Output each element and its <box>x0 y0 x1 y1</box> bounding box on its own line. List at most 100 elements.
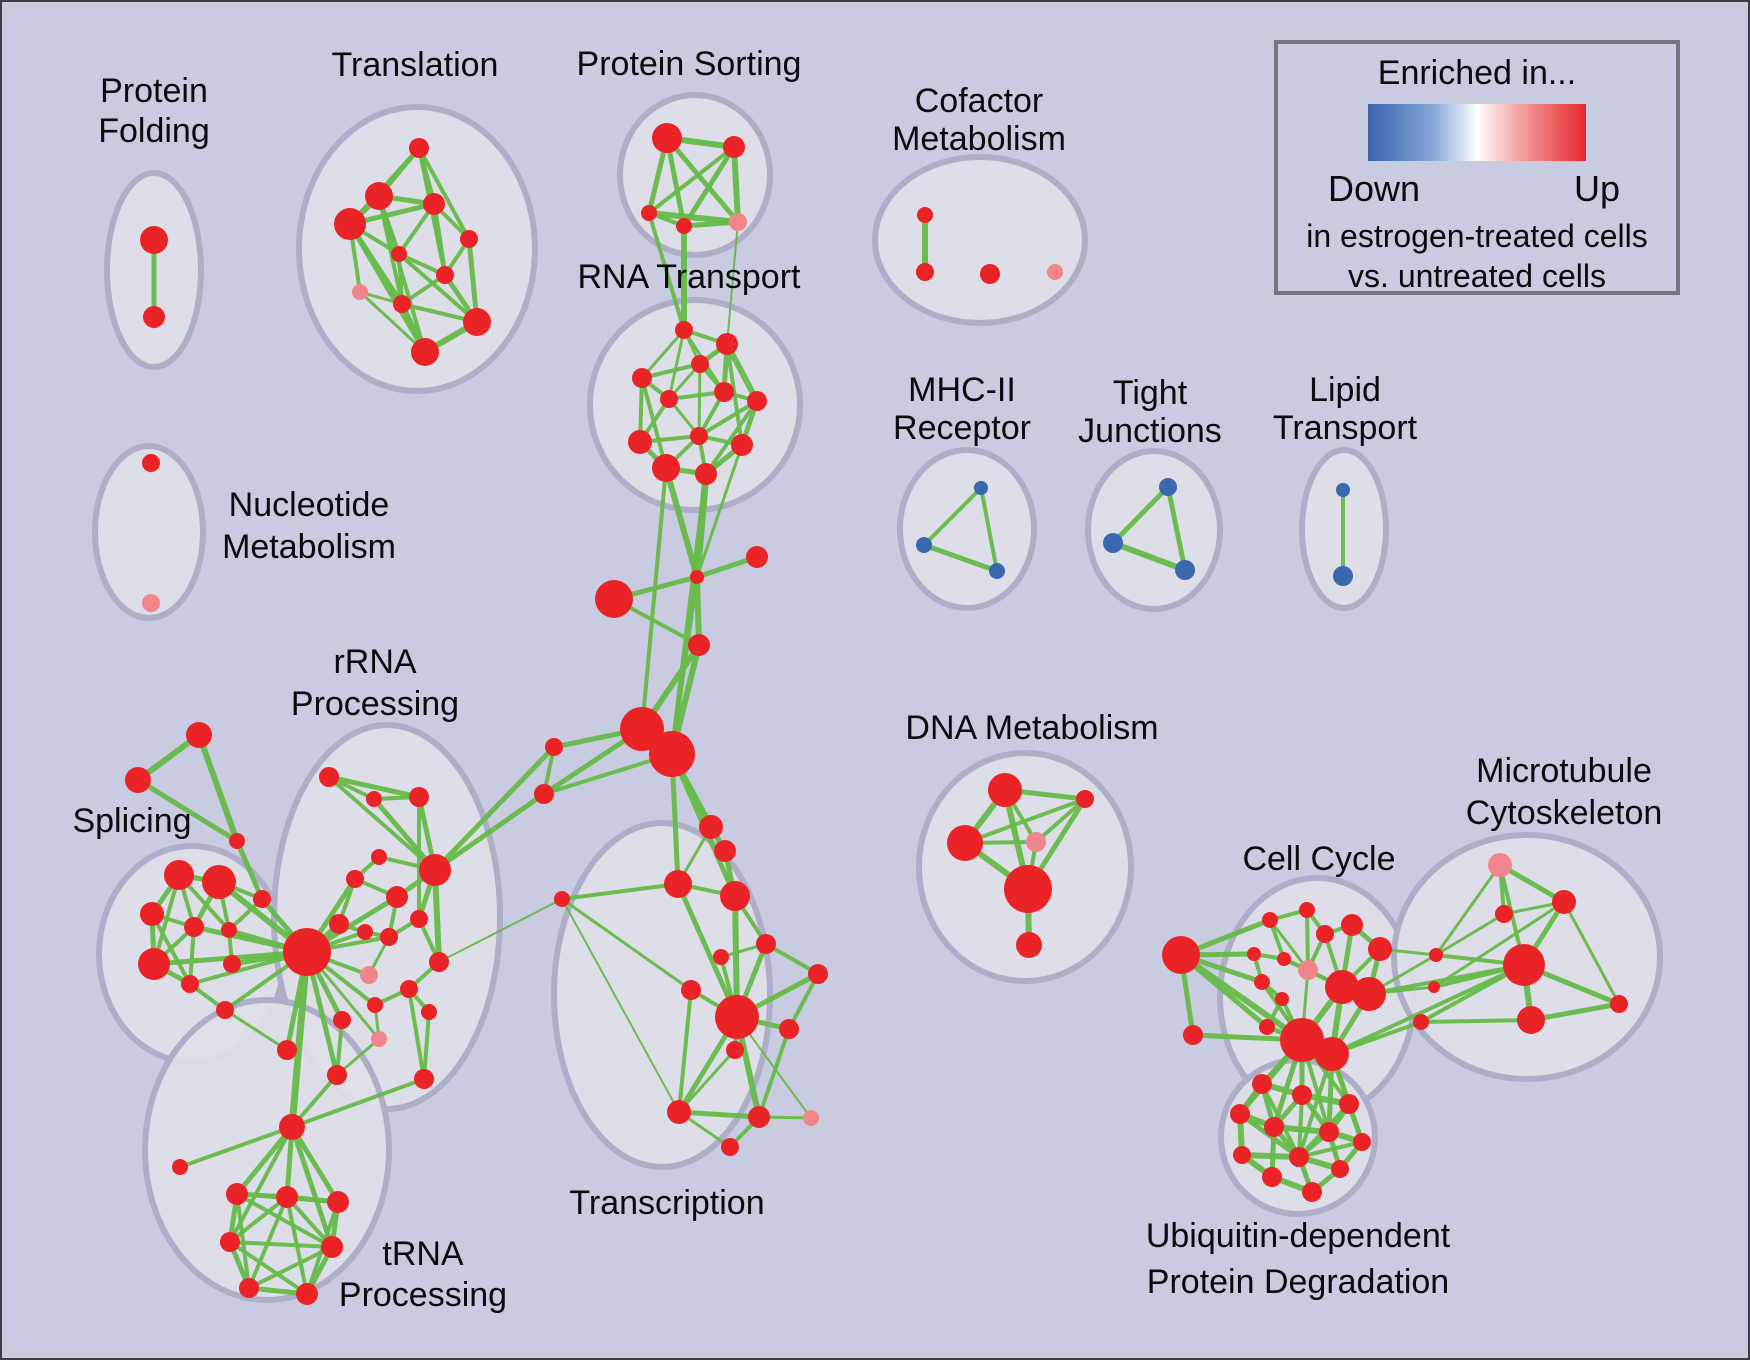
network-node <box>1103 533 1123 553</box>
network-node <box>714 382 734 402</box>
network-node <box>652 454 680 482</box>
network-edge <box>247 1245 334 1290</box>
network-edge <box>1419 1018 1533 1024</box>
network-node <box>371 1031 387 1047</box>
network-edge <box>228 1240 309 1296</box>
network-node <box>1298 960 1318 980</box>
network-node <box>1352 977 1386 1011</box>
network-node <box>1289 1147 1309 1167</box>
network-edge <box>223 1008 289 1052</box>
network-node <box>138 948 170 980</box>
network-node <box>1262 912 1278 928</box>
network-node <box>747 391 767 411</box>
network-node <box>1277 952 1291 966</box>
network-edge <box>1330 963 1526 1056</box>
network-edge <box>1434 912 1506 957</box>
network-node <box>803 1110 819 1126</box>
network-node <box>1230 1104 1250 1124</box>
network-node <box>1316 925 1334 943</box>
network-edge <box>1268 918 1310 972</box>
cluster-label-transcription: Transcription <box>569 1184 764 1222</box>
network-node <box>691 355 709 373</box>
network-node <box>1233 1146 1251 1164</box>
legend-up-label: Up <box>1573 168 1620 209</box>
network-node <box>391 246 407 262</box>
network-edge <box>178 1125 294 1169</box>
network-node <box>414 1069 434 1089</box>
network-node <box>1252 1074 1272 1094</box>
network-edge <box>1297 1052 1334 1159</box>
network-node <box>1319 1122 1339 1142</box>
network-node <box>1353 1133 1371 1151</box>
network-node <box>808 964 828 984</box>
network-node <box>371 849 387 865</box>
network-node <box>1610 995 1628 1013</box>
network-edge <box>764 942 820 976</box>
network-node <box>716 333 738 355</box>
network-node <box>393 295 411 313</box>
network-node <box>723 136 745 158</box>
network-node <box>1325 970 1359 1004</box>
network-node <box>1254 974 1270 990</box>
network-node <box>1026 832 1046 852</box>
network-node <box>1076 790 1094 808</box>
network-edge <box>979 486 999 573</box>
cluster-label-translation: Translation <box>332 46 499 84</box>
network-edge <box>1110 540 1188 573</box>
network-node <box>327 1065 347 1085</box>
cluster-label-rna-transport: RNA Transport <box>578 258 802 296</box>
network-node <box>277 1040 297 1060</box>
legend-caption-line1: in estrogen-treated cells <box>1306 218 1648 254</box>
network-node <box>715 995 759 1039</box>
network-node <box>229 833 245 849</box>
network-node <box>1259 1019 1275 1035</box>
network-edge <box>704 399 759 476</box>
network-edge <box>757 1027 791 1119</box>
network-edge <box>1165 484 1188 573</box>
network-node <box>534 784 554 804</box>
network-edge <box>647 145 736 215</box>
cluster-label-ubiquitin-dependent-protein-degradation: Ubiquitin-dependent Protein Degradation <box>1146 1217 1451 1301</box>
network-node <box>664 870 692 898</box>
network-edge <box>407 987 426 1081</box>
network-node <box>411 338 439 366</box>
cluster-ellipse-rna-transport <box>587 297 803 513</box>
cluster-label-nucleotide-metabolism: Nucleotide Metabolism <box>222 486 396 566</box>
network-node <box>746 546 768 568</box>
network-node <box>226 1183 248 1205</box>
network-node <box>400 980 418 998</box>
cluster-label-cell-cycle: Cell Cycle <box>1242 840 1395 878</box>
network-node <box>1292 1085 1312 1105</box>
cluster-ellipse-tight-junctions <box>1085 448 1223 612</box>
network-node <box>681 980 701 1000</box>
network-edge <box>196 732 240 844</box>
network-node <box>321 1236 343 1258</box>
network-node <box>1428 981 1440 993</box>
network-edge <box>422 1010 431 1081</box>
network-node <box>595 580 633 618</box>
cluster-label-splicing: Splicing <box>72 802 191 840</box>
network-node <box>333 1011 351 1029</box>
network-node <box>386 886 408 908</box>
network-edge <box>438 898 563 963</box>
network-edge <box>731 144 741 225</box>
network-node <box>346 870 364 888</box>
network-edge <box>358 290 427 354</box>
network-node <box>748 1106 770 1128</box>
network-node <box>554 891 570 907</box>
network-node <box>1004 865 1052 913</box>
legend-caption-line2: vs. untreated cells <box>1348 258 1606 294</box>
network-node <box>319 767 339 787</box>
network-edge <box>1434 863 1502 957</box>
network-edge <box>695 443 744 579</box>
network-edge <box>560 882 680 901</box>
network-node <box>641 205 657 221</box>
cluster-label-protein-sorting: Protein Sorting <box>577 45 802 83</box>
network-node <box>419 854 451 886</box>
network-node <box>423 193 445 215</box>
network-node <box>1175 560 1195 580</box>
network-node <box>184 917 204 937</box>
network-node <box>916 263 934 281</box>
network-node <box>327 1191 349 1213</box>
network-node <box>726 1041 744 1059</box>
